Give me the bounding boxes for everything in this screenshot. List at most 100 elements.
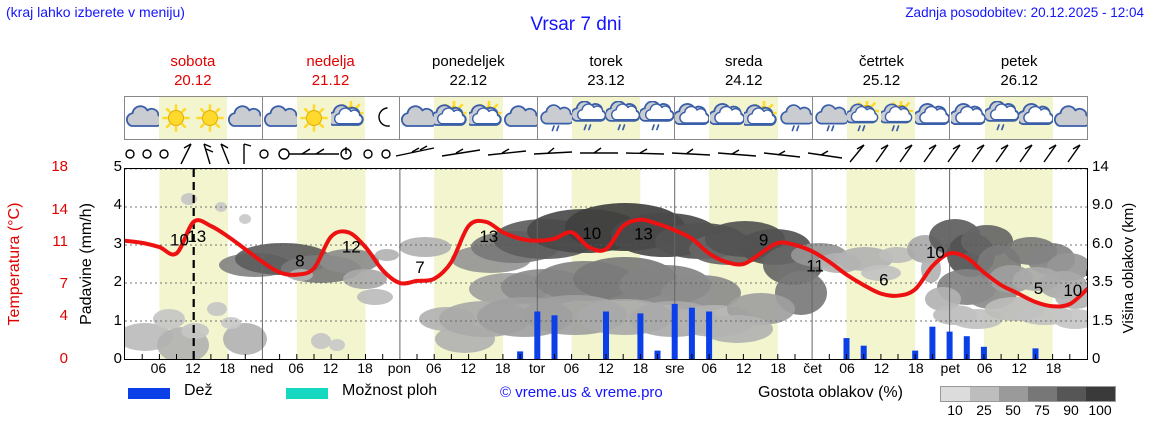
icon-day-0 <box>125 97 263 139</box>
svg-text:9: 9 <box>759 230 768 249</box>
sun-cloud-rain-icon <box>847 101 880 132</box>
weather-icon-cell <box>606 97 641 139</box>
x-tick-24: 06 <box>976 360 993 376</box>
x-tick-17: 12 <box>735 360 752 376</box>
precip-tick-1: 4 <box>113 196 122 214</box>
temp-tick-2: 11 <box>52 232 68 250</box>
cloud-tick-5: 0 <box>1092 350 1101 367</box>
moon-cloud-icon <box>228 105 262 127</box>
cloud-density-label-1: 25 <box>976 402 992 418</box>
cloud-density-step-0 <box>941 387 970 401</box>
wind-barb-strip <box>124 140 1088 168</box>
day-date: 26.12 <box>1000 72 1038 89</box>
svg-text:10: 10 <box>1063 281 1082 300</box>
x-tick-8: 06 <box>426 360 442 376</box>
showers-legend-label: Možnost ploh <box>342 382 438 399</box>
svg-text:5: 5 <box>1034 279 1043 298</box>
x-tick-0: 06 <box>150 360 167 376</box>
weather-icon-cell <box>1018 97 1053 139</box>
sun-cloud-icon <box>434 101 468 126</box>
weather-icon-cell <box>263 97 297 139</box>
x-tick-20: 06 <box>839 360 855 376</box>
cloud-icon <box>950 103 985 126</box>
rain-legend-label: Dež <box>184 382 213 399</box>
x-tick-21: 12 <box>873 360 890 376</box>
day-header-4: sreda 24.12 <box>675 52 813 94</box>
precip-tick-0: 5 <box>113 158 122 175</box>
x-tick-19: čet <box>803 360 822 376</box>
x-tick-5: 12 <box>322 360 339 376</box>
day-header-6: petek 26.12 <box>950 52 1088 94</box>
svg-text:8: 8 <box>295 252 304 271</box>
x-tick-4: 06 <box>288 360 304 376</box>
icon-day-6 <box>950 97 1087 139</box>
svg-text:13: 13 <box>479 227 498 246</box>
cloud-density-legend-title: Gostota oblakov (%) <box>758 384 903 401</box>
weather-icon-cell <box>743 97 778 139</box>
day-header-5: četrtek 25.12 <box>813 52 951 94</box>
cloud-rain-icon <box>984 101 1019 131</box>
day-name: nedelja <box>306 53 355 70</box>
moon-cloud-rain-icon <box>540 104 572 132</box>
moon-cloud-icon <box>263 105 297 127</box>
svg-text:12: 12 <box>342 237 361 256</box>
x-tick-26: 18 <box>1045 360 1062 376</box>
icon-day-5 <box>813 97 951 139</box>
cloud-tick-1: 9.0 <box>1092 196 1113 214</box>
sun-cloud-icon <box>330 101 364 126</box>
x-tick-23: pet <box>940 360 961 376</box>
weather-icon-cell <box>296 97 331 139</box>
moon-cloud-icon <box>1053 105 1087 127</box>
cloud-tick-2: 6.0 <box>1092 234 1113 252</box>
weather-icon-cell <box>675 97 710 139</box>
x-tick-6: 18 <box>357 360 373 376</box>
x-tick-14: 18 <box>632 360 649 376</box>
svg-text:7: 7 <box>415 258 424 277</box>
moon-icon <box>378 107 390 127</box>
svg-text:10: 10 <box>926 243 945 262</box>
svg-text:13: 13 <box>634 225 653 244</box>
icon-day-1 <box>263 97 401 139</box>
temp-tick-0: 18 <box>51 158 68 175</box>
day-date: 25.12 <box>862 72 901 89</box>
day-header-0: sobota 20.12 <box>124 52 262 94</box>
cloud-tick-3: 3.5 <box>1092 273 1113 291</box>
cloud-rain-icon <box>571 101 606 131</box>
cloud-density-step-1 <box>970 387 999 401</box>
cloud-density-label-2: 50 <box>1005 402 1021 418</box>
cloud-density-color-ramp <box>940 386 1116 402</box>
showers-legend-swatch <box>286 388 328 399</box>
cloud-density-label-3: 75 <box>1034 402 1050 418</box>
day-date: 24.12 <box>724 72 763 89</box>
svg-text:10: 10 <box>582 224 601 243</box>
cloud-tick-4: 1.5 <box>1092 311 1113 329</box>
day-header-3: torek 23.12 <box>537 52 675 94</box>
weather-icon-cell <box>125 97 160 139</box>
precip-tick-5: 0 <box>113 350 122 367</box>
cloud-icon <box>1018 103 1053 126</box>
svg-text:11: 11 <box>806 256 824 275</box>
x-tick-3: ned <box>250 360 274 376</box>
weather-icon-cell <box>434 97 469 139</box>
day-date: 22.12 <box>449 72 488 89</box>
temp-tick-1: 14 <box>51 200 68 218</box>
moon-cloud-icon <box>126 105 160 127</box>
precip-tick-2: 3 <box>113 234 122 252</box>
day-name: petek <box>1000 53 1038 70</box>
temp-tick-3: 7 <box>59 275 68 293</box>
day-name: sreda <box>724 53 763 70</box>
day-header-1: nedelja 21.12 <box>262 52 400 94</box>
temp-tick-5: 0 <box>59 350 68 367</box>
x-axis-labels: 06 12 18 ned 06 12 18 pon 06 12 18 tor 06 12 18 sre 06 12… <box>124 360 1088 380</box>
weather-icon-cell <box>227 97 262 139</box>
moon-cloud-icon <box>503 105 537 127</box>
cloud-density-step-4 <box>1057 387 1086 401</box>
x-tick-12: 06 <box>563 360 580 376</box>
cloud-icon <box>675 103 710 126</box>
weather-icon-cell <box>1053 97 1087 139</box>
cloud-density-step-5 <box>1086 387 1115 401</box>
cloud-icon <box>709 103 744 126</box>
rain-legend-swatch <box>128 388 170 399</box>
weather-icon-cell <box>950 97 985 139</box>
x-tick-2: 18 <box>219 360 236 376</box>
